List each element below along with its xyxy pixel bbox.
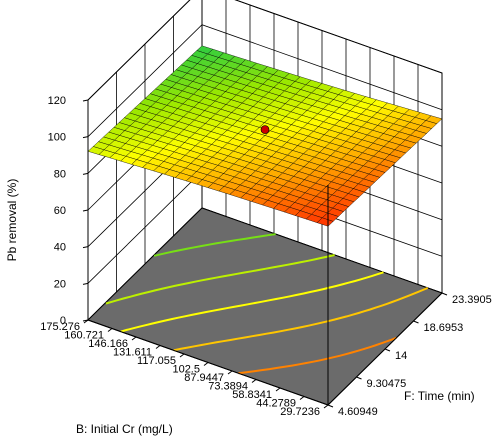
response-surface — [87, 45, 443, 227]
contour-line — [105, 254, 335, 305]
z-tick-label: 60 — [54, 205, 66, 217]
y-axis-title: F: Time (min) — [404, 389, 475, 403]
x-tick-mark — [227, 370, 233, 375]
y-tick-label: 9.30475 — [367, 378, 407, 390]
y-tick-label: 23.3905 — [452, 294, 492, 306]
z-tick-mark — [82, 172, 89, 175]
x-tick-mark — [299, 396, 305, 400]
z-tick-mark — [82, 99, 89, 102]
x-tick-label: 44.2789 — [256, 397, 296, 409]
x-tick-label: 73.3894 — [208, 380, 248, 392]
x-tick-label: 102.5 — [172, 363, 200, 375]
y-tick-label: 4.60949 — [338, 406, 378, 418]
z-tick-label: 80 — [54, 168, 66, 180]
z-gridline — [87, 0, 443, 101]
x-tick-label: 131.611 — [113, 346, 152, 358]
z-tick-label: 0 — [60, 315, 66, 327]
x-tick-label: 87.9447 — [184, 372, 224, 384]
x-tick-label: 175.276 — [40, 321, 80, 333]
y-tick-label: 18.6953 — [424, 322, 464, 334]
y-tick-mark — [441, 292, 448, 296]
z-tick-label: 120 — [48, 95, 66, 107]
z-tick-mark — [82, 209, 89, 212]
frame-edge — [87, 319, 329, 406]
y-tick-mark — [413, 320, 419, 324]
z-axis-title: Pb removal (%) — [5, 179, 19, 262]
x-tick-mark — [179, 353, 185, 358]
x-tick-label: 58.8341 — [232, 389, 272, 401]
contour-line — [238, 336, 397, 375]
front-frame — [82, 99, 448, 409]
tick-labels: 0 20 40 60 80 100 120 29.723644.278958.834173.3… — [40, 95, 492, 418]
x-tick-mark — [203, 362, 209, 366]
z-tick-mark — [82, 246, 89, 249]
x-tick-label: 160.721 — [64, 329, 104, 341]
z-tick-label: 40 — [54, 242, 66, 254]
surface-cell — [316, 217, 334, 227]
x-tick-mark — [83, 319, 89, 324]
design-point-marker — [260, 125, 270, 134]
x-axis-title: B: Initial Cr (mg/L) — [76, 422, 173, 436]
x-tick-label: 146.166 — [88, 338, 128, 350]
x-tick-mark — [275, 387, 281, 392]
z-tick-label: 100 — [48, 132, 66, 144]
x-tick-label: 29.7236 — [280, 406, 320, 418]
floor-contour-plane — [87, 207, 443, 406]
z-tick-label: 20 — [54, 278, 66, 290]
x-tick-mark — [155, 345, 161, 349]
x-tick-label: 117.055 — [137, 355, 176, 367]
y-tick-mark — [356, 376, 362, 380]
x-tick-mark — [131, 336, 137, 341]
contour-line — [120, 271, 384, 333]
y-tick-mark — [327, 404, 334, 408]
z-tick-mark — [82, 282, 89, 285]
x-tick-mark — [107, 328, 113, 332]
x-tick-mark — [323, 404, 329, 409]
z-tick-mark — [82, 136, 89, 139]
frame-edge — [327, 292, 443, 406]
y-tick-mark — [384, 348, 391, 352]
contour-line — [173, 286, 429, 352]
y-tick-label: 14 — [395, 350, 407, 362]
contour-line — [153, 233, 276, 257]
x-tick-mark — [251, 379, 257, 383]
